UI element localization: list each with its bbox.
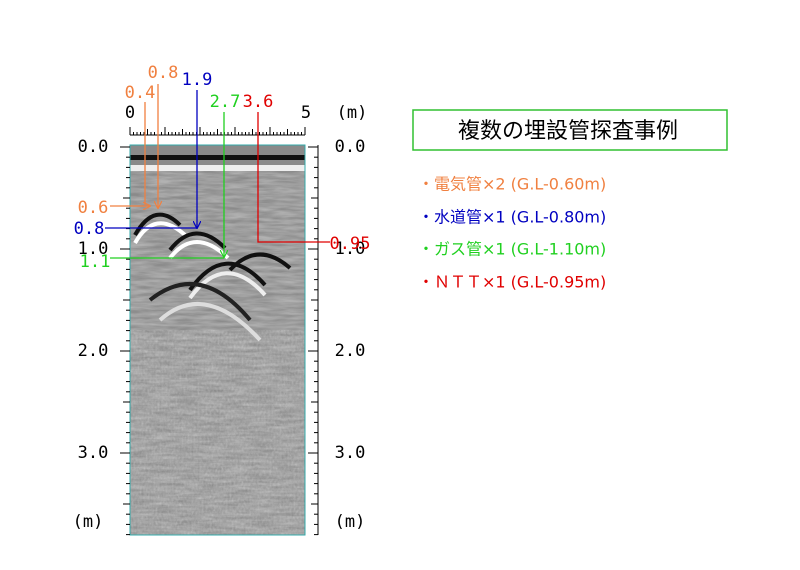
pipe-depth: 0.8 bbox=[74, 219, 105, 239]
depth-unit: (m) bbox=[73, 512, 104, 532]
top-label: 5 bbox=[301, 103, 311, 123]
depth-label: 2.0 bbox=[78, 341, 109, 361]
top-label: 0 bbox=[125, 103, 135, 123]
pipe-depth: 0.6 bbox=[78, 198, 109, 218]
title-box bbox=[412, 109, 728, 151]
rulers bbox=[120, 127, 319, 536]
depth-label: 1.0 bbox=[78, 239, 109, 259]
depth-label: 3.0 bbox=[335, 443, 366, 463]
pipe-depth: 1.1 bbox=[80, 252, 111, 272]
depth-label: 0.0 bbox=[78, 137, 109, 157]
top-unit: (m) bbox=[337, 103, 368, 123]
pipe-position: 0.4 bbox=[125, 83, 156, 103]
pipe-position: 3.6 bbox=[243, 92, 274, 112]
radar-noise bbox=[130, 330, 305, 535]
radargram bbox=[129, 144, 306, 536]
surface-band bbox=[130, 155, 305, 160]
pipe-position: 0.8 bbox=[148, 63, 179, 83]
depth-label: 0.0 bbox=[335, 137, 366, 157]
surface-band bbox=[130, 165, 305, 171]
legend-item: ・電気管×2 (G.L-0.60m) bbox=[418, 175, 606, 194]
depth-label: 3.0 bbox=[78, 443, 109, 463]
depth-label: 1.0 bbox=[335, 239, 366, 259]
legend-item: ・ガス管×1 (G.L-1.10m) bbox=[418, 240, 606, 259]
pipe-position: 1.9 bbox=[182, 70, 213, 90]
title: 複数の埋設管探査事例 bbox=[458, 119, 678, 144]
legend-item: ・水道管×1 (G.L-0.80m) bbox=[418, 208, 606, 227]
legend-item: ・ＮＴＴ×1 (G.L-0.95m) bbox=[418, 273, 606, 292]
pipe-position: 2.7 bbox=[210, 92, 241, 112]
depth-label: 2.0 bbox=[335, 341, 366, 361]
leader-lines bbox=[105, 84, 330, 259]
radar-frame bbox=[129, 144, 306, 536]
depth-unit: (m) bbox=[335, 512, 366, 532]
pipe-depth: 0.95 bbox=[330, 234, 371, 254]
